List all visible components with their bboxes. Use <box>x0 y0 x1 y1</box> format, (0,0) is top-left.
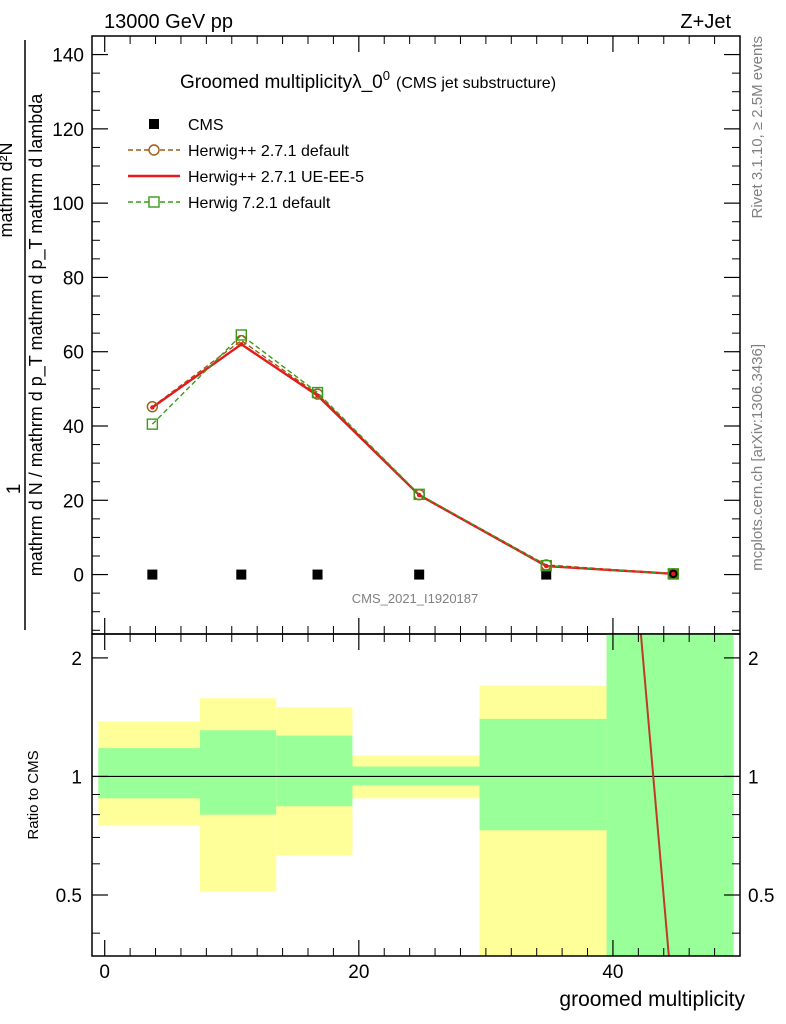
ratio-y-tick-label: 1 <box>71 767 82 788</box>
ratio-y-tick-label-right: 1 <box>748 767 759 788</box>
ratio-frame <box>91 633 741 957</box>
x-tick-label: 20 <box>348 962 369 983</box>
legend-label-0: CMS <box>188 117 224 134</box>
rivet-version-label: Rivet 3.1.10, ≥ 2.5M events <box>749 36 766 219</box>
ue-ee5-point <box>544 563 549 569</box>
y-tick-label: 100 <box>52 194 84 215</box>
herwig7-default-point <box>311 386 324 399</box>
legend: CMS Herwig++ 2.7.1 default Herwig++ 2.7.1 … <box>128 117 364 212</box>
ratio-y-tick-label: 0.5 <box>56 886 82 907</box>
mcplots-source-label: mcplots.cern.ch [arXiv:1306.3436] <box>749 344 766 571</box>
ue-ee5-point <box>239 342 244 347</box>
inner-uncertainty-band <box>479 718 607 831</box>
legend-label-1: Herwig++ 2.7.1 default <box>188 143 350 160</box>
y-tick-label: 120 <box>52 120 84 141</box>
herwigpp-default-point <box>146 400 159 413</box>
ue-ee5-point <box>416 492 422 498</box>
herwig7-default-point <box>413 488 425 501</box>
herwig7-default-point <box>146 418 159 430</box>
cms-data-point <box>414 569 425 580</box>
process-label: Z+Jet <box>680 11 731 33</box>
y-tick-label: 40 <box>63 417 84 438</box>
y-tick-label: 60 <box>63 343 84 364</box>
y-tick-label: 0 <box>73 566 84 587</box>
inner-uncertainty-band <box>276 735 353 807</box>
series-line-3 <box>151 334 674 575</box>
ratio-y-tick-label-right: 2 <box>748 649 759 670</box>
y-tick-label: 80 <box>63 268 84 289</box>
ue-ee5-point <box>671 571 676 577</box>
legend-marker-circle <box>148 144 160 156</box>
ratio-y-tick-label: 2 <box>71 649 82 670</box>
ratio-y-axis-label: Ratio to CMS <box>25 750 42 839</box>
y-tick-label: 20 <box>63 491 84 512</box>
ratio-series-line-0 <box>639 633 670 957</box>
series-line-1 <box>151 339 674 575</box>
herwig7-default-point <box>540 559 552 572</box>
energy-label: 13000 GeV pp <box>104 11 233 33</box>
y-label-prefactor: 1 <box>4 484 25 495</box>
herwig7-default-point <box>667 568 679 580</box>
cms-data-point <box>236 569 247 580</box>
ratio-y-tick-label-right: 0.5 <box>748 886 774 907</box>
y-label-numerator: mathrm d²N <box>0 142 16 237</box>
series-line-2 <box>151 342 674 576</box>
legend-label-3: Herwig 7.2.1 default <box>188 195 331 212</box>
inner-uncertainty-band <box>200 730 277 815</box>
legend-marker-cms <box>149 119 159 129</box>
cms-data-point <box>312 569 323 580</box>
cms-data-point <box>147 569 158 580</box>
ue-ee5-point <box>315 393 320 398</box>
y-label-denominator: mathrm d N / mathrm d p_T mathrm d p_T m… <box>26 93 47 576</box>
inner-uncertainty-band <box>98 748 200 799</box>
x-tick-label: 40 <box>602 962 623 983</box>
inner-uncertainty-band <box>606 634 734 956</box>
main-y-axis-label: 1 mathrm d N / mathrm d p_T mathrm d p_T… <box>0 40 47 630</box>
chart-title: Groomed multiplicityλ_00 (CMS jet substru… <box>180 68 556 93</box>
main-panel: Groomed multiplicityλ_00 (CMS jet substru… <box>52 35 741 635</box>
x-tick-label: 0 <box>99 962 110 983</box>
ue-ee5-point <box>150 405 155 410</box>
analysis-id-label: CMS_2021_I1920187 <box>352 591 479 606</box>
legend-marker-square <box>148 196 160 208</box>
ratio-panel: 0.5 0.51 12 20 20 40 <box>56 633 774 983</box>
y-tick-label: 140 <box>52 46 84 67</box>
cms-data-point <box>541 569 552 580</box>
x-axis-label: groomed multiplicity <box>559 988 745 1011</box>
herwig7-default-point <box>235 329 247 341</box>
legend-label-2: Herwig++ 2.7.1 UE-EE-5 <box>188 169 364 186</box>
